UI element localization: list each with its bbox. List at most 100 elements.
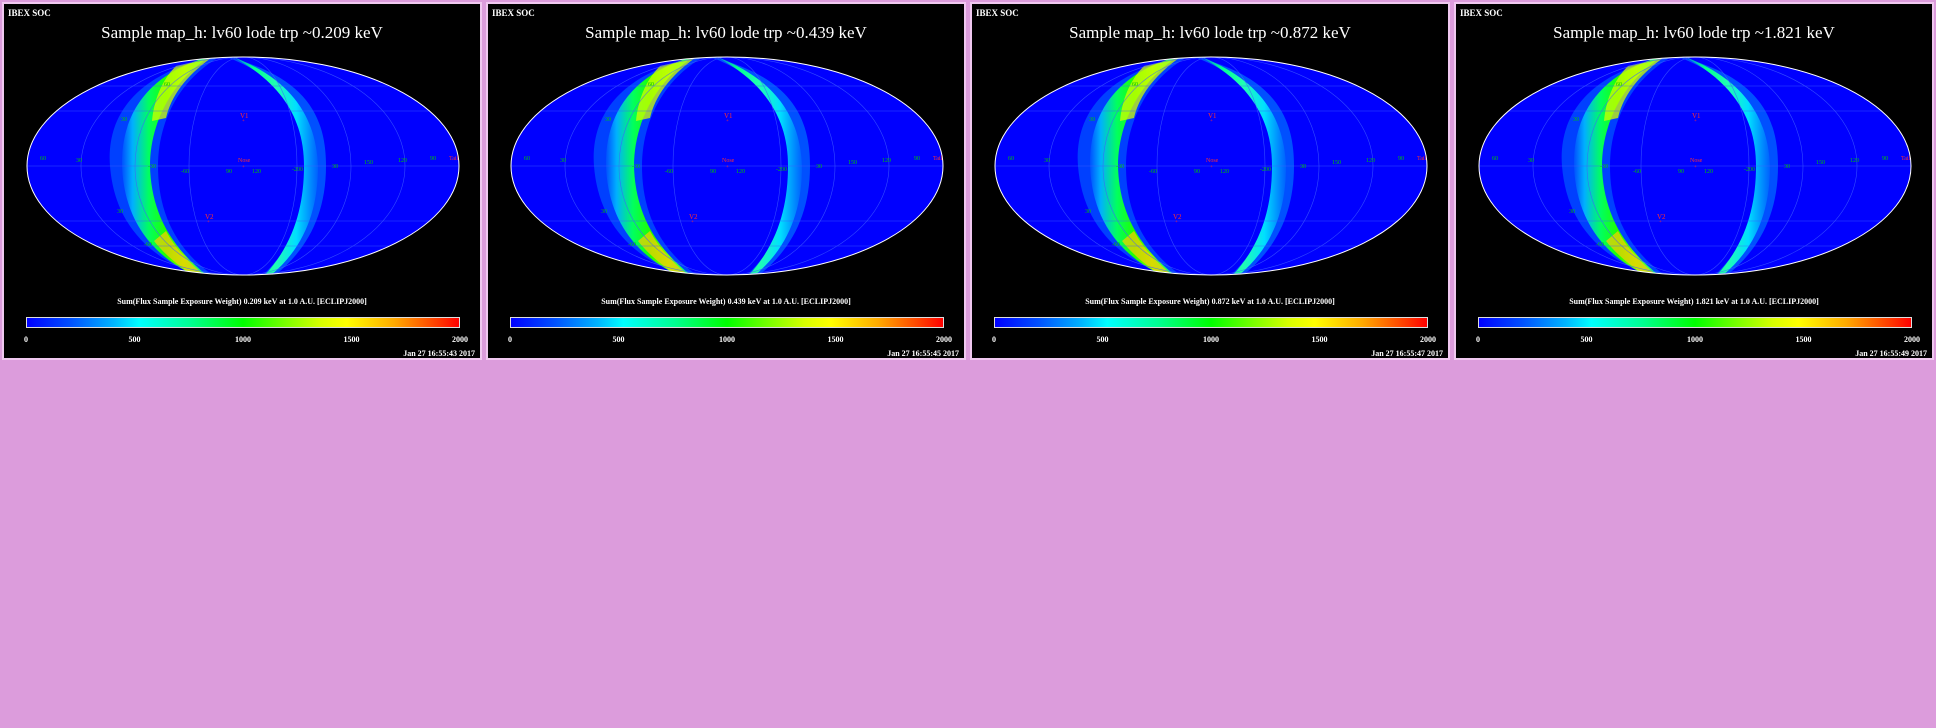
grid-label: -60 (181, 169, 189, 175)
colorbar (510, 317, 944, 328)
grid-label: -30 (632, 164, 640, 170)
grid-label: 150 (848, 160, 857, 166)
sky-map: V1 + V2 + Nose + Tail 60 30 -30 -60 90 1… (994, 56, 1428, 276)
tail-label: Tail (933, 156, 943, 162)
grid-label: -60 (628, 242, 636, 248)
colorbar (26, 317, 460, 328)
grid-label: 60 (648, 82, 654, 88)
colorbar-tick: 2000 (1904, 335, 1920, 344)
grid-label: 90 (1882, 156, 1888, 162)
soc-label: IBEX SOC (976, 8, 1019, 18)
grid-label: -30 (1600, 164, 1608, 170)
grid-label: 30 (601, 209, 607, 215)
v1-label: V1 (724, 112, 733, 120)
map-title: Sample map_h: lv60 lode trp ~0.439 keV (585, 23, 867, 42)
grid-label: 90 (430, 156, 436, 162)
grid-label: -60 (1112, 242, 1120, 248)
grid-label: -200 (776, 167, 787, 173)
grid-label: 120 (252, 169, 261, 175)
grid-label: 30 (332, 164, 338, 170)
nose-label: Nose (722, 158, 735, 164)
grid-label: 60 (1492, 156, 1498, 162)
grid-label: 30 (76, 158, 82, 164)
sky-map-panel: IBEX SOC Sample map_h: lv60 lode trp ~1.… (1454, 2, 1934, 360)
colorbar-tick: 1000 (719, 335, 735, 344)
grid-label: 30 (1044, 158, 1050, 164)
colorbar-label: Sum(Flux Sample Exposure Weight) 0.872 k… (1085, 297, 1335, 306)
colorbar-tick: 2000 (452, 335, 468, 344)
tail-label: Tail (1901, 156, 1911, 162)
colorbar-label: Sum(Flux Sample Exposure Weight) 1.821 k… (1569, 297, 1819, 306)
colorbar-tick: 1000 (1203, 335, 1219, 344)
grid-label: 120 (1704, 169, 1713, 175)
v1-marker-icon: + (1694, 119, 1697, 124)
grid-label: 150 (1332, 160, 1341, 166)
colorbar-tick: 2000 (1420, 335, 1436, 344)
grid-label: 120 (736, 169, 745, 175)
v2-marker-icon: + (207, 220, 210, 225)
colorbar-tick: 1000 (235, 335, 251, 344)
nose-marker-icon: + (726, 165, 729, 170)
colorbar-tick: 1500 (1311, 335, 1328, 344)
grid-label: -30 (1116, 164, 1124, 170)
grid-label: 90 (914, 156, 920, 162)
v1-marker-icon: + (242, 119, 245, 124)
sky-map: V1 + V2 + Nose + Tail 60 30 -30 -60 90 1… (26, 56, 460, 276)
grid-label: -60 (144, 242, 152, 248)
tail-label: Tail (449, 156, 459, 162)
grid-label: 60 (40, 156, 46, 162)
sky-map-panel: IBEX SOC Sample map_h: lv60 lode trp ~0.… (2, 2, 482, 360)
colorbar-tick: 0 (508, 335, 512, 344)
left-emission-hotspot-top (1604, 58, 1663, 121)
grid-label: 30 (1528, 158, 1534, 164)
map-title: Sample map_h: lv60 lode trp ~0.872 keV (1069, 23, 1351, 42)
grid-label: 120 (1850, 158, 1859, 164)
colorbar-tick: 500 (128, 335, 141, 344)
grid-label: 30 (605, 117, 611, 123)
grid-label: -60 (1633, 169, 1641, 175)
tail-label: Tail (1417, 156, 1427, 162)
map-body (511, 57, 943, 275)
colorbar-tick: 500 (612, 335, 625, 344)
nose-label: Nose (1690, 158, 1703, 164)
nose-label: Nose (238, 158, 251, 164)
left-emission-hotspot-top (1120, 58, 1179, 121)
grid-label: 30 (1089, 117, 1095, 123)
colorbar-tick: 1500 (343, 335, 360, 344)
grid-label: -200 (292, 167, 303, 173)
grid-label: 150 (364, 160, 373, 166)
grid-label: -200 (1260, 167, 1271, 173)
map-title: Sample map_h: lv60 lode trp ~1.821 keV (1553, 23, 1835, 42)
grid-label: 30 (117, 209, 123, 215)
grid-label: 30 (121, 117, 127, 123)
v1-marker-icon: + (726, 119, 729, 124)
left-emission-hotspot-bottom (1606, 231, 1658, 275)
colorbar-tick: 500 (1096, 335, 1109, 344)
soc-label: IBEX SOC (8, 8, 51, 18)
colorbar-tick: 0 (1476, 335, 1480, 344)
v2-marker-icon: + (1175, 220, 1178, 225)
map-body (27, 57, 459, 275)
map-body (1479, 57, 1911, 275)
grid-label: 120 (1366, 158, 1375, 164)
grid-label: -200 (1744, 167, 1755, 173)
colorbar-tick: 1500 (827, 335, 844, 344)
left-emission-hotspot-top (152, 58, 211, 121)
soc-label: IBEX SOC (1460, 8, 1503, 18)
colorbar (1478, 317, 1912, 328)
grid-label: 90 (710, 169, 716, 175)
nose-marker-icon: + (242, 165, 245, 170)
v2-marker-icon: + (1659, 220, 1662, 225)
sky-map: V1 + V2 + Nose + Tail 60 30 -30 -60 90 1… (1478, 56, 1912, 276)
map-body (995, 57, 1427, 275)
grid-label: 120 (1220, 169, 1229, 175)
v2-label: V2 (205, 213, 214, 221)
sky-map-panel: IBEX SOC Sample map_h: lv60 lode trp ~0.… (486, 2, 966, 360)
v1-label: V1 (1208, 112, 1217, 120)
grid-label: -60 (1596, 242, 1604, 248)
grid-label: 90 (1194, 169, 1200, 175)
grid-label: 120 (398, 158, 407, 164)
colorbar-tick: 0 (24, 335, 28, 344)
grid-label: 60 (1616, 82, 1622, 88)
colorbar-label: Sum(Flux Sample Exposure Weight) 0.209 k… (117, 297, 367, 306)
